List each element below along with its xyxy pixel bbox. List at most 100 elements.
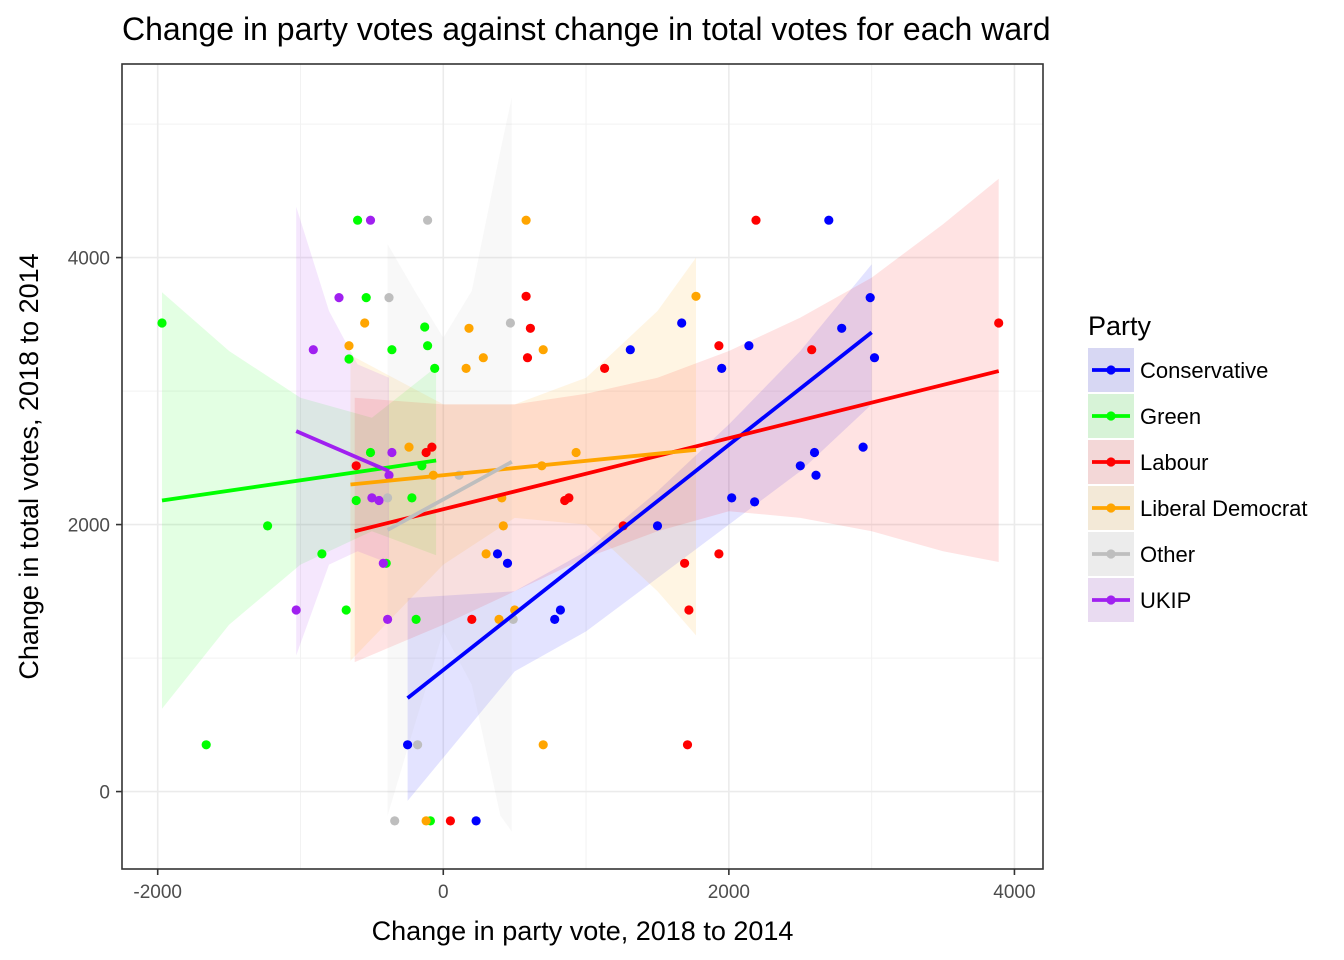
data-point-other [390, 816, 400, 826]
data-point-conservative [555, 605, 566, 615]
data-point-labour [680, 558, 690, 568]
data-point-liberal-democrat [571, 447, 581, 458]
data-point-other [384, 293, 394, 303]
data-point-labour [525, 323, 536, 333]
trend-line-conservative [406, 330, 873, 700]
data-point-labour [445, 816, 455, 826]
data-point-liberal-democrat [464, 323, 474, 333]
data-point-ukip [374, 495, 384, 506]
confidence-band-green [162, 292, 437, 709]
data-point-green [341, 605, 351, 615]
data-point-conservative [625, 345, 635, 355]
data-point-green [263, 521, 273, 531]
legend: Party Conservative Green Labour Liberal Dem… [1088, 311, 1308, 622]
confidence-band-liberal-democrat [350, 257, 696, 661]
data-point-labour [684, 605, 694, 615]
trend-line-green [161, 458, 437, 503]
data-point-liberal-democrat [404, 442, 414, 452]
data-point-labour [351, 461, 361, 471]
trend-line-liberal-democrat [350, 447, 697, 487]
panel-background [122, 64, 1043, 869]
data-point-labour [994, 318, 1004, 328]
data-point-ukip [378, 558, 388, 568]
data-point-labour [522, 353, 533, 363]
data-point-liberal-democrat [494, 614, 504, 625]
legend-key-point [1106, 595, 1116, 605]
data-point-liberal-democrat [478, 353, 488, 363]
x-axis-title: Change in party vote, 2018 to 2014 [372, 916, 794, 946]
data-point-other [505, 318, 515, 328]
data-point-green [411, 614, 421, 625]
legend-label: UKIP [1140, 588, 1191, 613]
data-point-other [413, 740, 423, 750]
data-point-labour [421, 447, 431, 458]
data-point-green [387, 345, 397, 355]
data-point-ukip [384, 470, 394, 480]
data-point-ukip [334, 293, 344, 303]
data-point-green [423, 341, 433, 351]
confidence-band-labour [354, 178, 999, 663]
data-point-conservative [717, 363, 727, 373]
data-point-labour [564, 493, 574, 503]
data-point-conservative [492, 549, 503, 559]
data-point-green [201, 740, 211, 750]
y-tick-label: 4000 [68, 249, 110, 270]
x-tick-label: 2000 [708, 882, 750, 903]
data-point-labour [600, 363, 610, 373]
trend-line-other [386, 460, 513, 532]
data-point-liberal-democrat [538, 345, 548, 355]
data-point-green [157, 318, 167, 328]
plot-area: -2000 0 2000 4000 0 2000 4000 [68, 63, 1044, 903]
legend-key-point [1106, 365, 1116, 375]
data-point-conservative [550, 614, 560, 625]
data-point-other [383, 493, 393, 503]
data-point-conservative [795, 461, 805, 471]
data-point-conservative [858, 442, 868, 452]
legend-label: Labour [1140, 450, 1209, 475]
data-point-green [353, 215, 363, 225]
data-point-conservative [824, 215, 834, 225]
data-point-green [344, 354, 354, 364]
data-point-conservative [869, 353, 880, 363]
data-point-green [420, 322, 430, 332]
data-point-ukip [308, 345, 318, 355]
data-point-labour [714, 341, 724, 351]
panel-border [121, 63, 1044, 870]
legend-label: Liberal Democrat [1140, 496, 1308, 521]
x-tick-label: 4000 [993, 882, 1035, 903]
data-point-green [407, 493, 417, 503]
confidence-band-other [387, 97, 512, 832]
data-point-conservative [837, 323, 847, 333]
legend-key-point [1106, 503, 1116, 513]
y-tick-label: 0 [99, 783, 110, 804]
x-tick-label: 0 [438, 882, 449, 903]
legend-key-point [1106, 457, 1116, 467]
data-point-conservative [471, 816, 481, 826]
data-point-labour [467, 614, 477, 625]
data-point-conservative [750, 497, 760, 507]
data-point-conservative [744, 341, 754, 351]
data-point-liberal-democrat [691, 291, 701, 301]
data-point-liberal-democrat [521, 215, 531, 225]
confidence-band-ukip [296, 206, 389, 656]
chart-title: Change in party votes against change in … [122, 11, 1051, 47]
y-tick-label: 2000 [68, 516, 110, 537]
data-point-green [430, 363, 440, 373]
data-point-liberal-democrat [538, 740, 548, 750]
legend-title: Party [1088, 311, 1152, 341]
data-point-liberal-democrat [498, 521, 508, 531]
data-point-labour [682, 740, 693, 750]
data-point-liberal-democrat [360, 318, 370, 328]
data-point-labour [751, 215, 761, 225]
data-point-conservative [811, 470, 821, 480]
data-point-conservative [403, 740, 413, 750]
data-point-liberal-democrat [344, 341, 354, 351]
data-point-labour [714, 549, 724, 559]
data-point-ukip [291, 605, 301, 615]
y-axis-title: Change in total votes, 2018 to 2014 [14, 253, 44, 679]
data-point-conservative [652, 521, 663, 531]
legend-label: Green [1140, 404, 1201, 429]
data-point-ukip [365, 215, 376, 225]
